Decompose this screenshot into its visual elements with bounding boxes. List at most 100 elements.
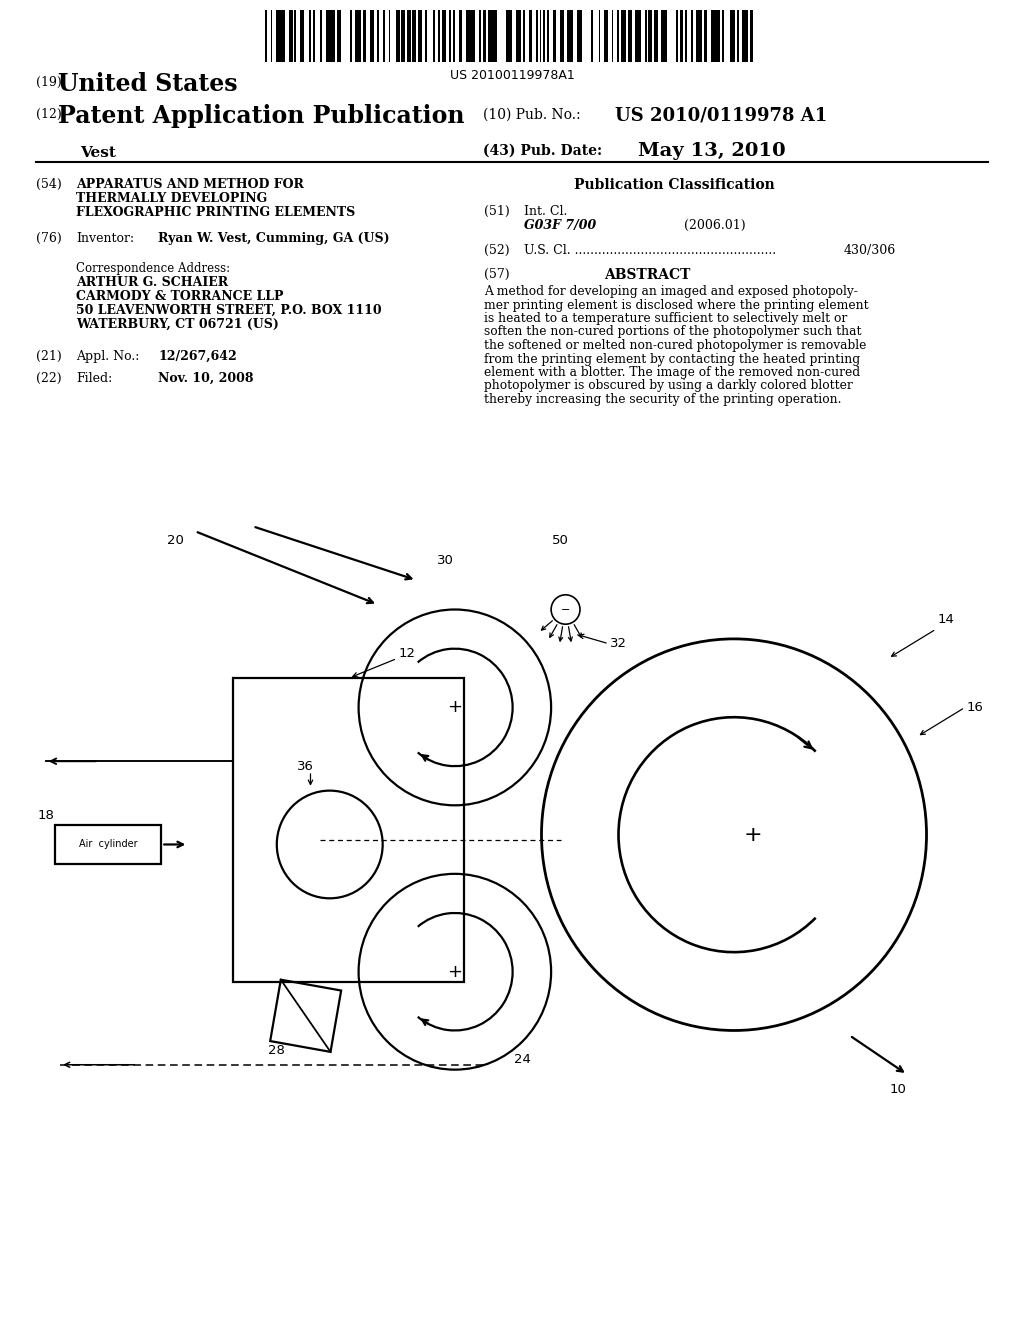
Bar	[433, 11, 434, 62]
Text: Appl. No.:: Appl. No.:	[76, 350, 139, 363]
Bar	[737, 11, 738, 62]
Bar	[388, 11, 390, 62]
Text: Air  cylinder: Air cylinder	[79, 840, 137, 850]
Bar	[401, 11, 406, 62]
Text: Filed:: Filed:	[76, 372, 113, 385]
Text: WATERBURY, CT 06721 (US): WATERBURY, CT 06721 (US)	[76, 318, 279, 331]
Bar	[722, 11, 724, 62]
Bar	[418, 11, 422, 62]
Bar	[488, 11, 498, 62]
Text: from the printing element by contacting the heated printing: from the printing element by contacting …	[484, 352, 860, 366]
Bar	[453, 11, 455, 62]
Text: (57): (57)	[484, 268, 510, 281]
Bar	[309, 11, 311, 62]
Bar	[611, 11, 613, 62]
Text: mer printing element is disclosed where the printing element: mer printing element is disclosed where …	[484, 298, 868, 312]
Text: FLEXOGRAPHIC PRINTING ELEMENTS: FLEXOGRAPHIC PRINTING ELEMENTS	[76, 206, 355, 219]
Bar	[750, 11, 754, 62]
Bar	[528, 11, 532, 62]
Bar	[560, 11, 563, 62]
Bar	[523, 11, 525, 62]
Text: 50: 50	[552, 535, 569, 548]
Text: APPARATUS AND METHOD FOR: APPARATUS AND METHOD FOR	[76, 178, 304, 191]
Bar	[459, 11, 462, 62]
Bar	[742, 11, 748, 62]
Bar	[591, 11, 593, 62]
Bar	[479, 11, 480, 62]
Bar	[289, 11, 293, 62]
Bar	[383, 11, 385, 62]
Bar	[691, 11, 692, 62]
Bar	[362, 11, 367, 62]
Text: 12: 12	[398, 647, 416, 660]
Bar	[540, 11, 542, 62]
Text: 18: 18	[37, 809, 54, 821]
Text: US 2010/0119978 A1: US 2010/0119978 A1	[615, 106, 827, 124]
Bar	[355, 11, 360, 62]
Text: element with a blotter. The image of the removed non-cured: element with a blotter. The image of the…	[484, 366, 860, 379]
Bar	[507, 11, 512, 62]
Text: 20: 20	[167, 535, 184, 548]
Bar	[729, 11, 735, 62]
Text: CARMODY & TORRANCE LLP: CARMODY & TORRANCE LLP	[76, 290, 284, 304]
Bar	[466, 11, 475, 62]
Text: 36: 36	[297, 759, 314, 772]
Text: G03F 7/00: G03F 7/00	[524, 219, 596, 232]
Bar	[703, 11, 708, 62]
Bar	[536, 11, 538, 62]
Text: Nov. 10, 2008: Nov. 10, 2008	[158, 372, 254, 385]
Bar	[438, 11, 440, 62]
Text: (2006.01): (2006.01)	[684, 219, 745, 232]
Text: (76): (76)	[36, 232, 61, 246]
Bar	[648, 11, 652, 62]
Bar	[300, 11, 304, 62]
Text: +: +	[744, 825, 763, 845]
Bar	[662, 11, 667, 62]
Text: −: −	[561, 605, 570, 615]
Text: 10: 10	[889, 1082, 906, 1096]
Bar	[378, 11, 379, 62]
Text: thereby increasing the security of the printing operation.: thereby increasing the security of the p…	[484, 393, 842, 407]
Text: 30: 30	[437, 554, 454, 568]
Bar	[577, 11, 582, 62]
Bar	[276, 11, 286, 62]
Text: THERMALLY DEVELOPING: THERMALLY DEVELOPING	[76, 191, 267, 205]
Text: US 20100119978A1: US 20100119978A1	[450, 69, 574, 82]
Bar	[370, 11, 374, 62]
Bar	[567, 11, 572, 62]
Text: 32: 32	[610, 638, 627, 651]
Bar	[617, 11, 618, 62]
Bar	[442, 11, 445, 62]
Bar	[621, 11, 627, 62]
Bar	[425, 11, 427, 62]
Text: 24: 24	[514, 1053, 530, 1067]
Bar	[233, 678, 465, 982]
Bar	[544, 11, 545, 62]
Text: 430/306: 430/306	[844, 244, 896, 257]
Text: +: +	[447, 962, 463, 981]
Bar	[55, 825, 162, 865]
Bar	[654, 11, 657, 62]
Text: (19): (19)	[36, 77, 61, 88]
Text: Correspondence Address:: Correspondence Address:	[76, 261, 230, 275]
Text: soften the non-cured portions of the photopolymer such that: soften the non-cured portions of the pho…	[484, 326, 861, 338]
Bar	[350, 11, 351, 62]
Text: (10) Pub. No.:: (10) Pub. No.:	[483, 108, 581, 121]
Bar	[407, 11, 411, 62]
Text: 14: 14	[937, 612, 954, 626]
Bar	[326, 11, 335, 62]
Text: A method for developing an imaged and exposed photopoly-: A method for developing an imaged and ex…	[484, 285, 858, 298]
Text: 12/267,642: 12/267,642	[158, 350, 237, 363]
Text: Ryan W. Vest, Cumming, GA (US): Ryan W. Vest, Cumming, GA (US)	[158, 232, 389, 246]
Text: ABSTRACT: ABSTRACT	[604, 268, 690, 282]
Text: Inventor:: Inventor:	[76, 232, 134, 246]
Bar	[313, 11, 314, 62]
Text: 28: 28	[268, 1044, 286, 1056]
Bar	[295, 11, 296, 62]
Bar	[553, 11, 556, 62]
Bar	[270, 11, 272, 62]
Text: (12): (12)	[36, 108, 61, 121]
Text: Vest: Vest	[80, 147, 116, 160]
Bar	[628, 11, 632, 62]
Text: (43) Pub. Date:: (43) Pub. Date:	[483, 144, 602, 158]
